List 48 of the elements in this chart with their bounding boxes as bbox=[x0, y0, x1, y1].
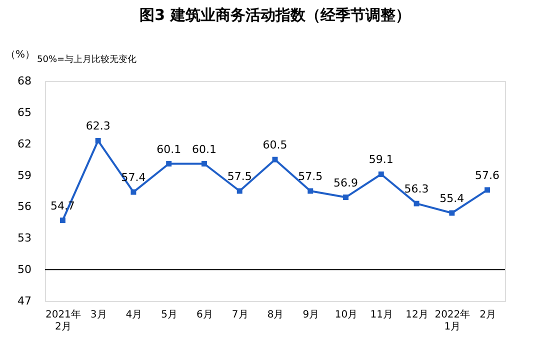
y-tick-label: 68 bbox=[18, 74, 32, 88]
point bbox=[236, 188, 242, 194]
data-label: 57.5 bbox=[227, 170, 252, 183]
point bbox=[414, 200, 420, 206]
x-tick-label: 2021年 2月 bbox=[45, 308, 81, 332]
point bbox=[378, 172, 384, 177]
point bbox=[201, 161, 207, 166]
data-label: 56.3 bbox=[404, 182, 429, 196]
y-tick-label: 53 bbox=[18, 232, 32, 245]
chart-title: 图3 建筑业商务活动指数（经季节调整） bbox=[140, 6, 410, 24]
point bbox=[449, 210, 455, 216]
x-tick-label: 9月 bbox=[302, 310, 320, 320]
x-tick-label: 4月 bbox=[126, 310, 142, 320]
data-label: 56.9 bbox=[334, 176, 358, 190]
y-tick-label: 56 bbox=[18, 200, 32, 214]
data-label: 60.5 bbox=[262, 138, 288, 152]
x-tick-label: 8月 bbox=[267, 310, 284, 320]
x-tick-label: 7月 bbox=[232, 310, 248, 320]
point bbox=[343, 194, 349, 200]
text: 50%=与上月比较无变化 bbox=[37, 54, 137, 65]
point bbox=[166, 161, 172, 166]
data-label: 57.6 bbox=[475, 168, 500, 182]
y-axis-title: （%） bbox=[6, 50, 36, 60]
y-tick-label: 50 bbox=[18, 263, 32, 276]
x-tick-label: 12月 bbox=[406, 310, 428, 320]
point bbox=[272, 156, 278, 162]
data-label: 59.1 bbox=[368, 153, 394, 166]
point bbox=[130, 189, 136, 195]
point bbox=[484, 187, 490, 193]
y-tick-label: 65 bbox=[18, 106, 32, 119]
y-tick-label: 59 bbox=[18, 168, 32, 182]
y-tick-label: 47 bbox=[18, 294, 32, 308]
x-tick-label: 3月 bbox=[90, 310, 107, 320]
data-label: 57.5 bbox=[298, 170, 323, 183]
point bbox=[95, 138, 101, 144]
point bbox=[60, 218, 66, 224]
data-label: 62.3 bbox=[86, 120, 110, 133]
x-tick-label: 6月 bbox=[196, 310, 213, 320]
x-tick-label: 10月 bbox=[334, 310, 358, 320]
x-tick-label: 5月 bbox=[161, 310, 178, 320]
point bbox=[308, 188, 314, 194]
x-tick-label: 11月 bbox=[370, 310, 394, 320]
x-tick-label: 2月 bbox=[480, 310, 496, 320]
y-tick-label: 62 bbox=[18, 137, 32, 150]
data-label: 60.1 bbox=[192, 142, 216, 156]
data-label: 55.4 bbox=[440, 192, 464, 205]
x-tick-label: 2022年 1月 bbox=[434, 308, 470, 332]
data-label: 60.1 bbox=[156, 142, 182, 156]
